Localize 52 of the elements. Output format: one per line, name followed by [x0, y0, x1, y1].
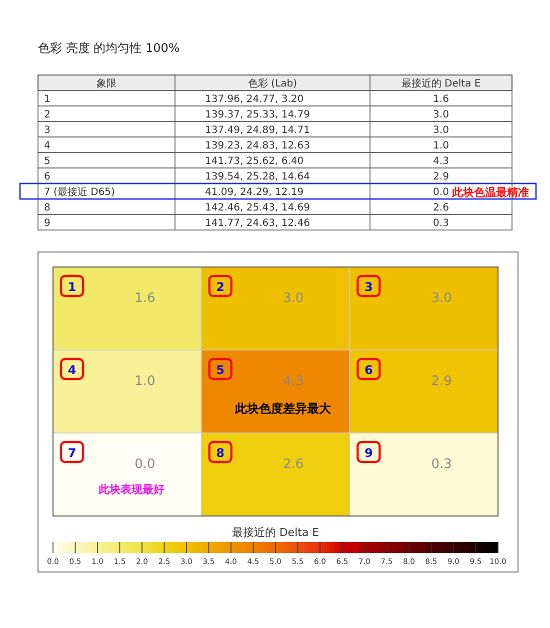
- data-label: 2.9: [431, 374, 452, 389]
- text: 1.6: [433, 94, 449, 105]
- text: 137.49, 24.89, 14.71: [205, 125, 310, 136]
- text: 色彩 亮度 的均匀性 100%: [38, 41, 180, 55]
- text: 9: [44, 218, 50, 229]
- annotation: 此块表现最好: [98, 482, 165, 496]
- text: 4.3: [433, 156, 449, 167]
- annotation: 此块色度差异最大: [234, 401, 332, 416]
- text: 139.37, 25.33, 14.79: [205, 110, 310, 120]
- data-label: 3.0: [431, 290, 452, 306]
- annotation: 3: [364, 280, 373, 294]
- text: 8: [44, 202, 50, 214]
- text: 5: [44, 156, 50, 167]
- text: 2.6: [433, 202, 449, 214]
- text: 139.54, 25.28, 14.64: [205, 172, 310, 182]
- text: 色彩 (Lab): [248, 78, 298, 90]
- text: 137.96, 24.77, 3.20: [205, 94, 304, 105]
- data-label: 4.3: [282, 374, 304, 389]
- data-label: 1.0: [134, 374, 156, 389]
- text: 最接近的 Delta E: [401, 78, 481, 90]
- annotation: 9: [364, 446, 373, 460]
- text: 6: [44, 172, 50, 182]
- text: 141.73, 25.62, 6.40: [205, 156, 304, 167]
- text: 3.0: [433, 125, 449, 136]
- annotation: 2: [216, 280, 225, 294]
- text: 142.46, 25.43, 14.69: [205, 202, 310, 214]
- text: 0.0: [433, 187, 449, 198]
- text: 41.09, 24.29, 12.19: [205, 187, 304, 198]
- annotation: 7: [68, 446, 76, 460]
- text: 7 (最接近 D65): [44, 186, 116, 198]
- text: 4: [44, 140, 50, 152]
- data-label: 0.3: [431, 456, 452, 472]
- text: 2.9: [433, 172, 449, 182]
- data-label: 3.0: [282, 290, 304, 306]
- annotation: 4: [68, 363, 76, 377]
- text: 1.0: [433, 140, 449, 152]
- text: 2: [44, 110, 50, 120]
- text: 3: [44, 125, 50, 136]
- data-label: 1.6: [134, 290, 156, 306]
- color-bar-title: 最接近的 Delta E: [232, 526, 320, 539]
- annotation: 6: [364, 363, 373, 377]
- data-label: 2.6: [282, 456, 304, 472]
- text: 139.23, 24.83, 12.63: [205, 140, 310, 152]
- text: 141.77, 24.63, 12.46: [205, 218, 310, 229]
- data-label: 0.0: [134, 456, 156, 472]
- annotation: 8: [216, 446, 225, 460]
- text: 象限: [96, 78, 116, 90]
- annotation: 5: [216, 363, 225, 377]
- text: 0.3: [433, 218, 449, 229]
- text: 1: [44, 94, 50, 105]
- text: 3.0: [433, 110, 449, 120]
- annotation: 1: [68, 280, 76, 294]
